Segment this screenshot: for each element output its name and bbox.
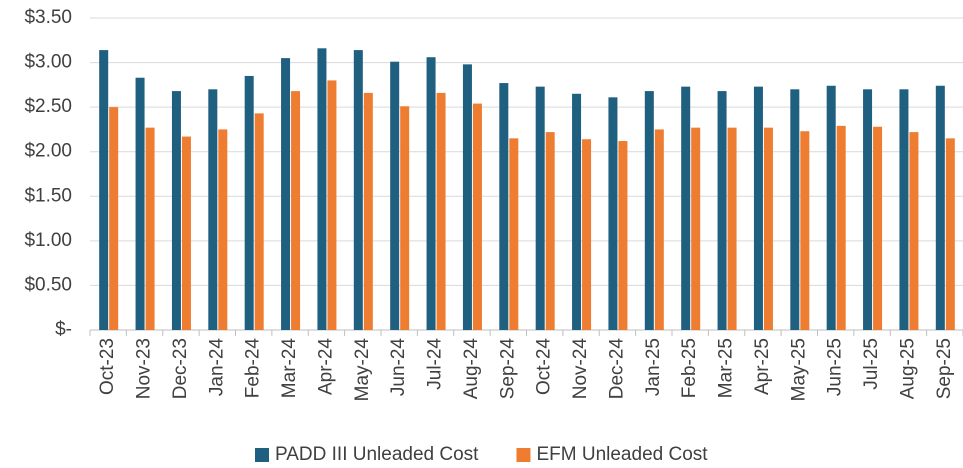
x-tick-label: May-25 bbox=[788, 338, 809, 401]
bar bbox=[863, 89, 873, 330]
bar bbox=[727, 127, 737, 330]
bar bbox=[171, 91, 181, 331]
x-tick-label: Mar-24 bbox=[279, 338, 300, 399]
x-tick-label: Aug-25 bbox=[897, 338, 918, 399]
bar bbox=[109, 107, 119, 331]
bar bbox=[909, 132, 919, 330]
bar bbox=[873, 126, 883, 330]
bar bbox=[826, 85, 836, 331]
legend-label: PADD III Unleaded Cost bbox=[275, 444, 479, 465]
bar bbox=[472, 103, 482, 330]
x-tick-label: Feb-25 bbox=[679, 338, 700, 398]
x-tick-label: Feb-24 bbox=[243, 338, 264, 399]
x-tick-label: Dec-23 bbox=[170, 338, 191, 399]
x-tick-label: May-24 bbox=[352, 338, 373, 402]
x-tick-label: Jul-24 bbox=[425, 338, 446, 390]
bar bbox=[244, 75, 254, 330]
bar bbox=[509, 138, 519, 330]
y-tick-label: $1.50 bbox=[24, 185, 72, 206]
x-tick-label: Dec-24 bbox=[606, 338, 627, 400]
x-tick-label: Nov-24 bbox=[570, 338, 591, 400]
bar bbox=[582, 139, 592, 330]
bar bbox=[899, 89, 909, 330]
bar bbox=[654, 129, 664, 330]
y-tick-label: $3.50 bbox=[24, 7, 72, 28]
bar bbox=[181, 136, 191, 330]
x-tick-label: Apr-24 bbox=[315, 338, 336, 395]
bar bbox=[681, 86, 691, 330]
x-tick-label: Oct-24 bbox=[534, 338, 555, 395]
bar bbox=[545, 132, 555, 330]
bar bbox=[390, 61, 400, 331]
bar bbox=[208, 89, 218, 330]
x-tick-label: Sep-25 bbox=[934, 338, 955, 399]
bar bbox=[327, 80, 337, 331]
bar bbox=[535, 86, 545, 330]
bar bbox=[790, 89, 800, 330]
x-tick-label: Jun-24 bbox=[388, 338, 409, 397]
legend-swatch bbox=[516, 448, 531, 462]
legend-swatch bbox=[255, 448, 269, 462]
y-tick-label: $- bbox=[55, 319, 72, 340]
bar bbox=[836, 125, 846, 330]
bar bbox=[763, 127, 773, 330]
bar bbox=[291, 91, 301, 331]
x-tick-label: Jun-25 bbox=[825, 338, 846, 396]
bar bbox=[691, 127, 701, 330]
bar bbox=[644, 91, 654, 331]
bar bbox=[462, 64, 472, 331]
x-tick-label: Jul-25 bbox=[861, 338, 882, 390]
y-tick-label: $2.50 bbox=[24, 96, 72, 117]
x-tick-label: Mar-25 bbox=[716, 338, 737, 398]
bar bbox=[935, 85, 945, 331]
bar bbox=[717, 91, 727, 331]
bar bbox=[618, 141, 628, 330]
y-tick-label: $2.00 bbox=[24, 141, 72, 162]
bar bbox=[426, 57, 436, 330]
x-tick-label: Jan-24 bbox=[206, 338, 227, 397]
legend-label: EFM Unleaded Cost bbox=[536, 444, 708, 465]
bar bbox=[436, 92, 446, 330]
bar bbox=[218, 129, 228, 330]
bar bbox=[945, 138, 955, 330]
x-tick-label: Apr-25 bbox=[752, 338, 773, 395]
y-tick-label: $0.50 bbox=[24, 274, 72, 295]
bar bbox=[317, 48, 327, 331]
bar bbox=[400, 106, 410, 330]
bar bbox=[363, 92, 373, 330]
bar bbox=[499, 83, 509, 331]
bar bbox=[608, 97, 618, 330]
y-tick-label: $3.00 bbox=[24, 52, 72, 73]
x-tick-label: Jan-25 bbox=[643, 338, 664, 396]
bar bbox=[800, 131, 810, 330]
y-tick-label: $1.00 bbox=[24, 230, 72, 251]
bar bbox=[99, 50, 109, 330]
bar bbox=[254, 113, 264, 330]
x-tick-label: Nov-23 bbox=[134, 338, 155, 399]
bar bbox=[572, 93, 582, 331]
bar bbox=[281, 58, 291, 330]
x-tick-label: Sep-24 bbox=[497, 338, 518, 400]
x-tick-label: Oct-23 bbox=[97, 338, 118, 395]
x-tick-label: Aug-24 bbox=[461, 338, 482, 400]
bar bbox=[135, 77, 145, 331]
bar bbox=[353, 50, 363, 330]
bar bbox=[145, 127, 155, 330]
bar bbox=[753, 86, 763, 330]
